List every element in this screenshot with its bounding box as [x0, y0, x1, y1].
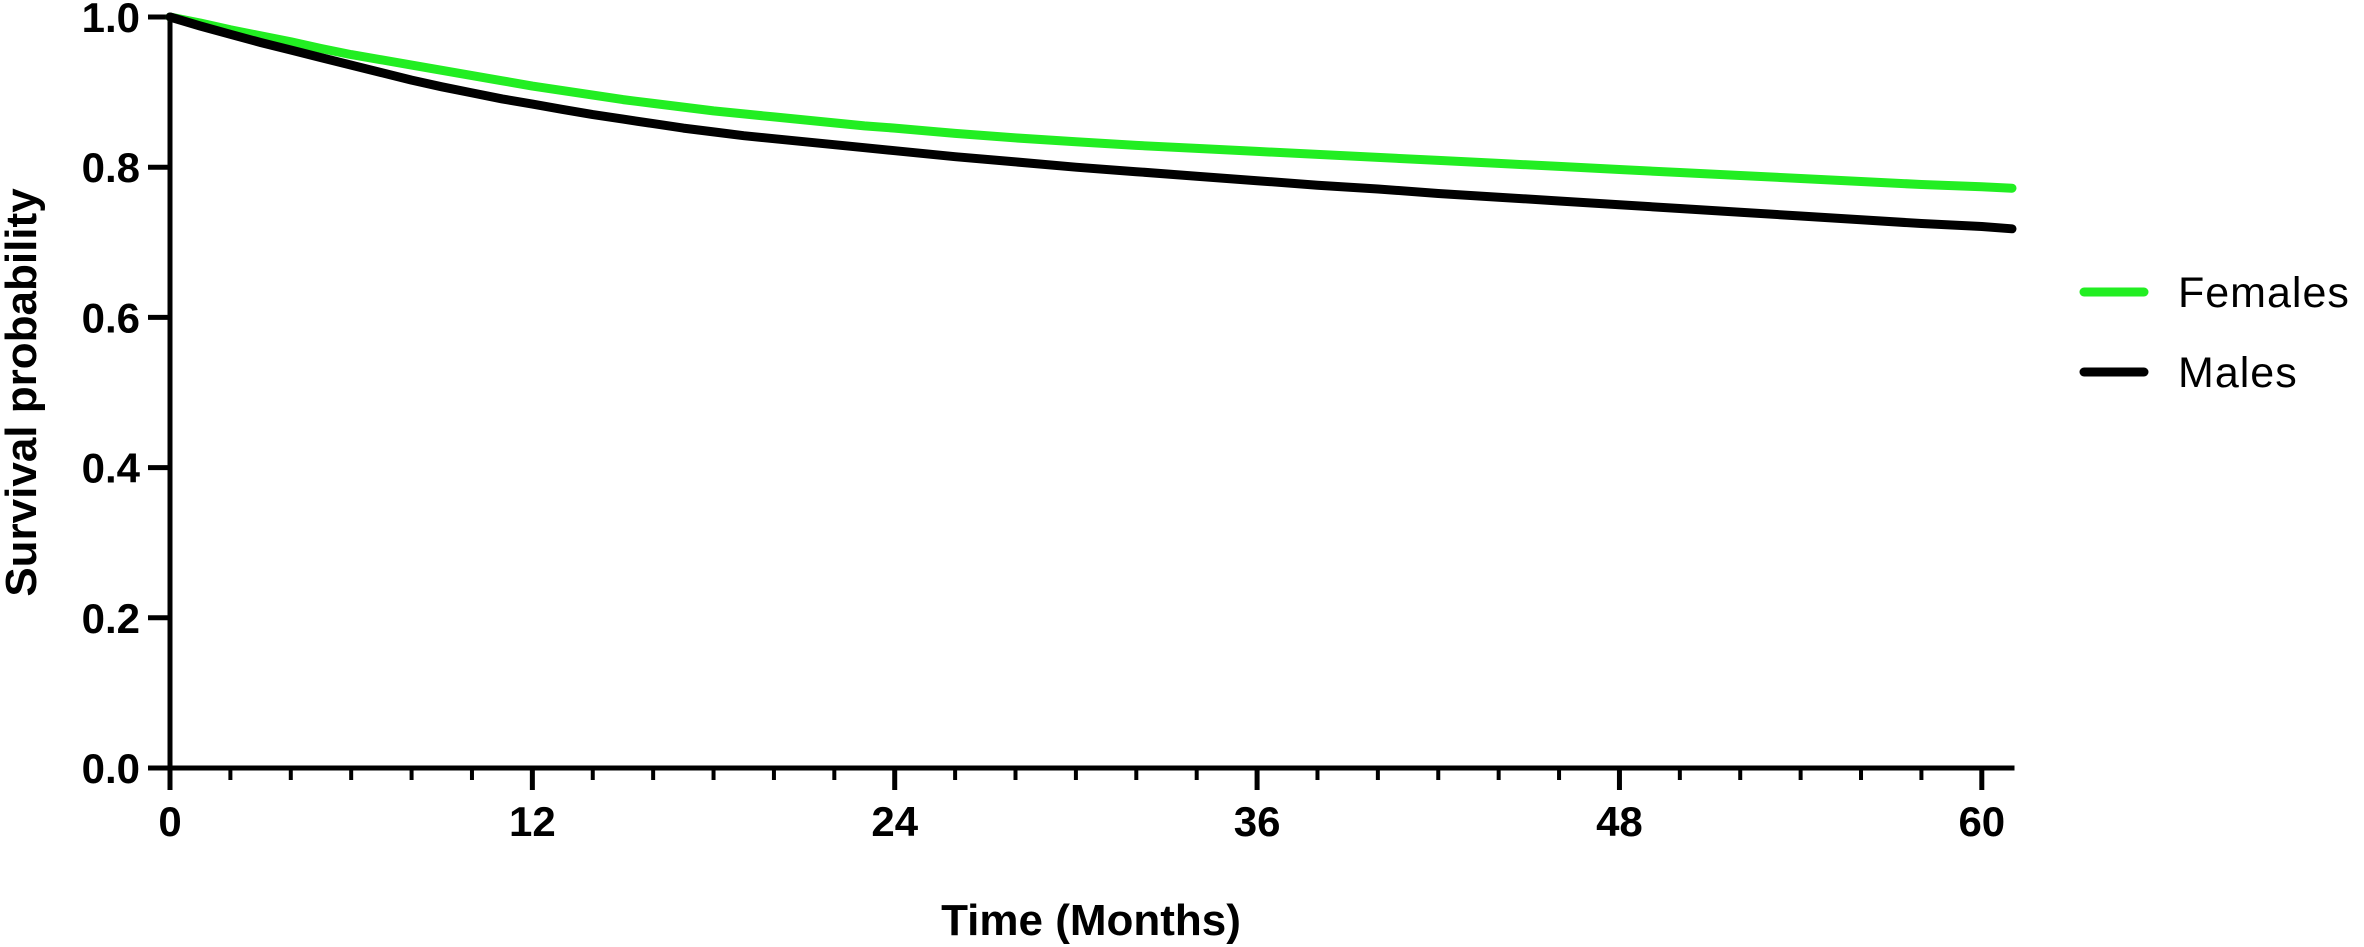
y-tick-label: 0.6: [82, 294, 140, 341]
x-tick-label: 48: [1596, 798, 1643, 845]
legend-label-males: Males: [2178, 349, 2298, 397]
y-axis-title: Survival probability: [0, 188, 46, 597]
y-tick-label: 1.0: [82, 0, 140, 41]
x-axis-title: Time (Months): [941, 896, 1241, 945]
series-line-males: [165, 12, 2017, 234]
y-tick-label: 0.0: [82, 745, 140, 792]
x-tick-label: 12: [509, 798, 556, 845]
series-lines: [165, 12, 2017, 234]
x-tick-label: 60: [1958, 798, 2005, 845]
axes: [167, 14, 2015, 771]
x-tick-label: 24: [871, 798, 918, 845]
ticks: 0 12 24 36 48 60 0.0 0.2 0.4 0.6 0.8 1.0: [82, 0, 2006, 845]
legend: Females Males: [2079, 269, 2350, 397]
y-tick-label: 0.2: [82, 595, 140, 642]
legend-label-females: Females: [2178, 269, 2350, 317]
y-tick-label: 0.4: [82, 445, 141, 492]
y-tick-label: 0.8: [82, 144, 140, 191]
x-tick-label: 36: [1234, 798, 1281, 845]
x-tick-label: 0: [158, 798, 181, 845]
series-line-females: [165, 12, 2017, 193]
